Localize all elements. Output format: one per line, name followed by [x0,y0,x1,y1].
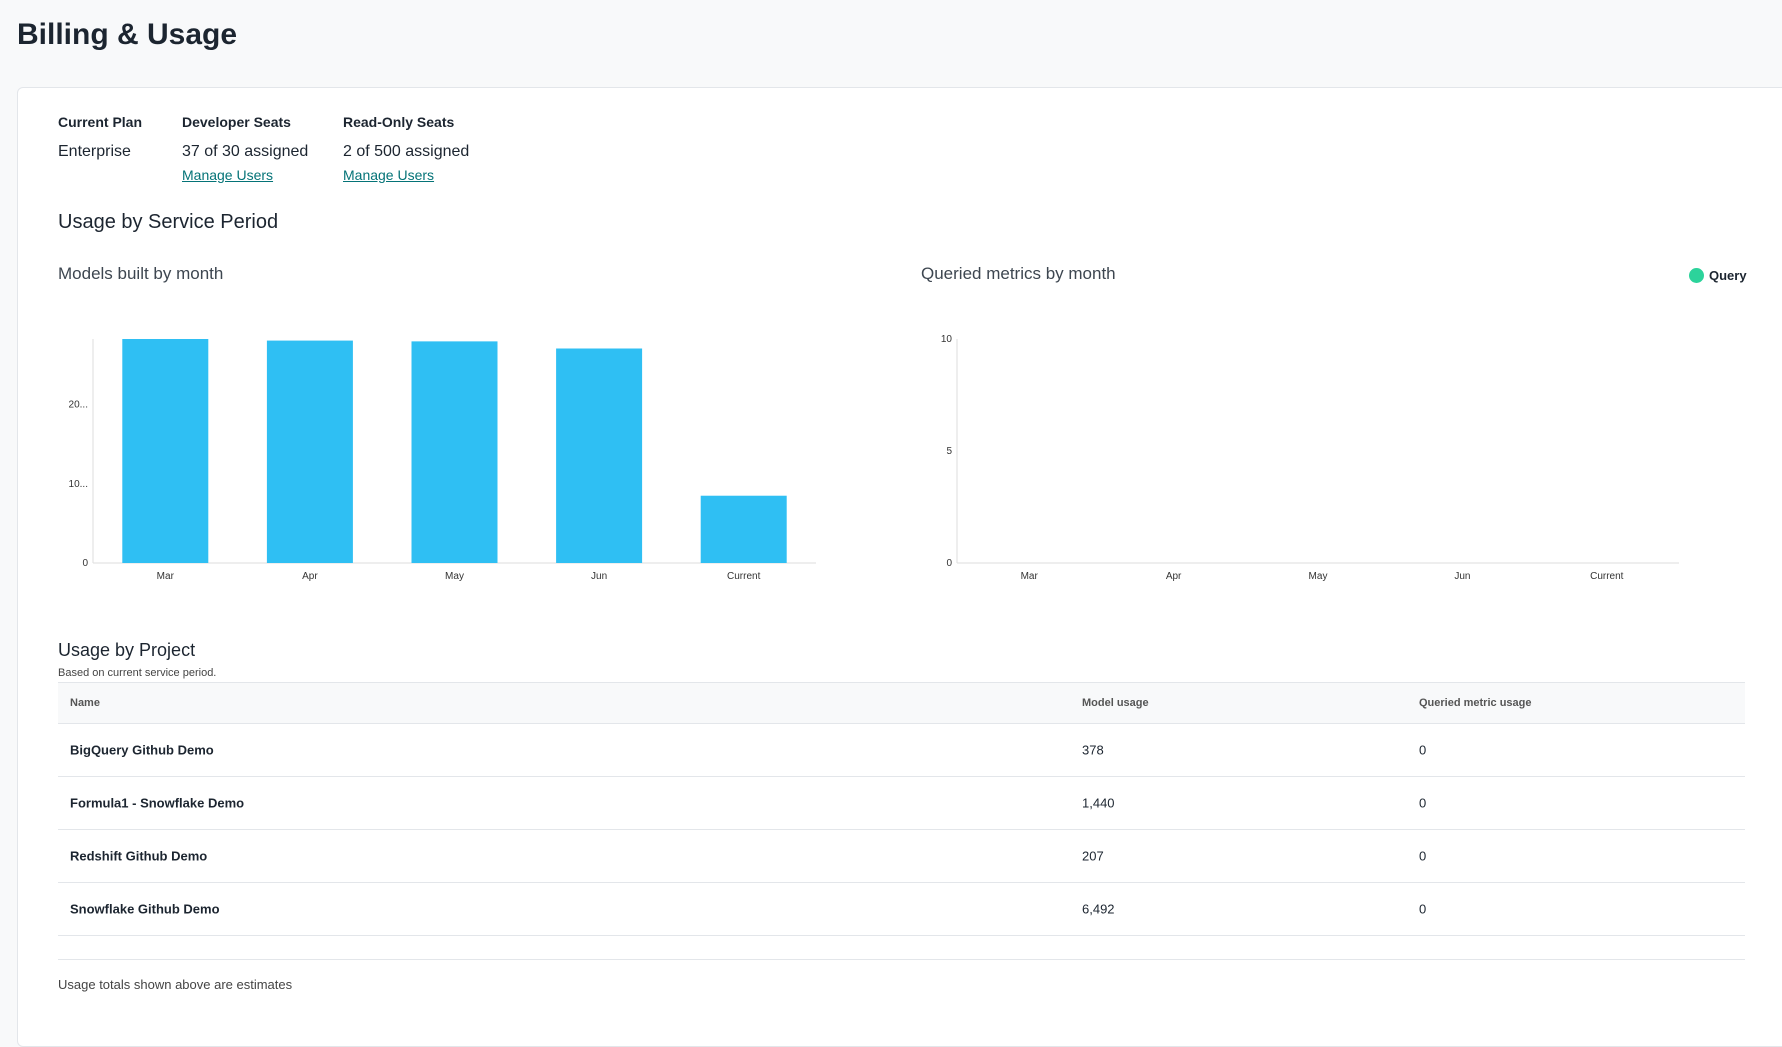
queried-metric-usage: 0 [1419,795,1427,811]
queried-metric-usage: 0 [1419,901,1427,917]
metrics-chart-x-tick-label: Jun [1454,571,1470,582]
readonly-seats-label: Read-Only Seats [343,114,455,130]
developer-seats-label: Developer Seats [182,114,291,130]
models-chart-bar-apr[interactable] [266,340,353,563]
queried-metric-usage: 0 [1419,742,1427,758]
models-chart-y-tick-label: 0 [82,558,88,569]
metrics-chart-x-tick-label: Mar [1021,571,1039,582]
table-spacer [58,936,1745,960]
column-header-name[interactable]: Name [70,697,100,709]
table-row[interactable]: BigQuery Github Demo 378 0 [58,724,1745,777]
metrics-chart-x-tick-label: Apr [1166,571,1182,582]
model-usage: 1,440 [1082,795,1115,811]
metrics-chart-y-tick-label: 0 [946,558,952,569]
table-row[interactable]: Redshift Github Demo 207 0 [58,830,1745,883]
column-header-queried-metric-usage[interactable]: Queried metric usage [1419,697,1532,709]
models-chart-x-tick-label: Apr [302,571,318,582]
billing-card [17,87,1782,1047]
readonly-manage-users-link[interactable]: Manage Users [343,167,435,183]
models-chart-x-tick-label: Mar [157,571,175,582]
service-period-heading: Usage by Service Period [58,211,279,233]
current-plan-value: Enterprise [58,143,131,160]
metrics-chart-y-tick-label: 10 [941,334,953,345]
model-usage: 378 [1082,742,1104,758]
page-title: Billing & Usage [17,18,238,51]
project-table: Name Model usage Queried metric usage Bi… [58,682,1745,960]
developer-manage-users-link[interactable]: Manage Users [182,167,274,183]
models-chart-bar-jun[interactable] [556,348,643,563]
metrics-chart-title: Queried metrics by month [921,264,1116,283]
estimates-note: Usage totals shown above are estimates [58,977,293,992]
project-name: Formula1 - Snowflake Demo [70,795,245,811]
charts-svg: 0 10... 20... Mar Apr May Jun Current 0 5 10 Mar Apr… [69,334,1679,582]
models-chart-x-tick-label: Current [727,571,761,582]
models-chart-x-tick-label: Jun [591,571,607,582]
models-chart-bar-mar[interactable] [122,339,209,563]
project-name: Snowflake Github Demo [70,901,220,917]
models-chart-bar-may[interactable] [411,341,498,563]
models-chart-bar-current[interactable] [700,495,787,563]
project-name: BigQuery Github Demo [70,742,214,758]
table-row[interactable]: Formula1 - Snowflake Demo 1,440 0 [58,777,1745,830]
column-header-model-usage[interactable]: Model usage [1082,697,1149,709]
project-subtitle: Based on current service period. [58,667,217,679]
models-chart-y-tick-label: 10... [69,479,88,490]
queried-metric-usage: 0 [1419,848,1427,864]
metrics-chart-y-tick-label: 5 [946,446,952,457]
models-chart-title: Models built by month [58,264,224,283]
project-heading: Usage by Project [58,640,196,660]
table-row[interactable]: Snowflake Github Demo 6,492 0 [58,883,1745,936]
legend-dot-icon [1689,268,1704,283]
metrics-chart-x-tick-label: May [1309,571,1328,582]
current-plan-label: Current Plan [58,114,143,130]
legend-label[interactable]: Query [1709,268,1747,283]
metrics-chart-x-tick-label: Current [1590,571,1624,582]
developer-seats-value: 37 of 30 assigned [182,143,309,160]
readonly-seats-value: 2 of 500 assigned [343,143,470,160]
table-header: Name Model usage Queried metric usage [58,683,1745,724]
model-usage: 207 [1082,848,1104,864]
project-name: Redshift Github Demo [70,848,208,864]
models-chart-x-tick-label: May [445,571,464,582]
models-chart-y-tick-label: 20... [69,400,88,411]
model-usage: 6,492 [1082,901,1115,917]
